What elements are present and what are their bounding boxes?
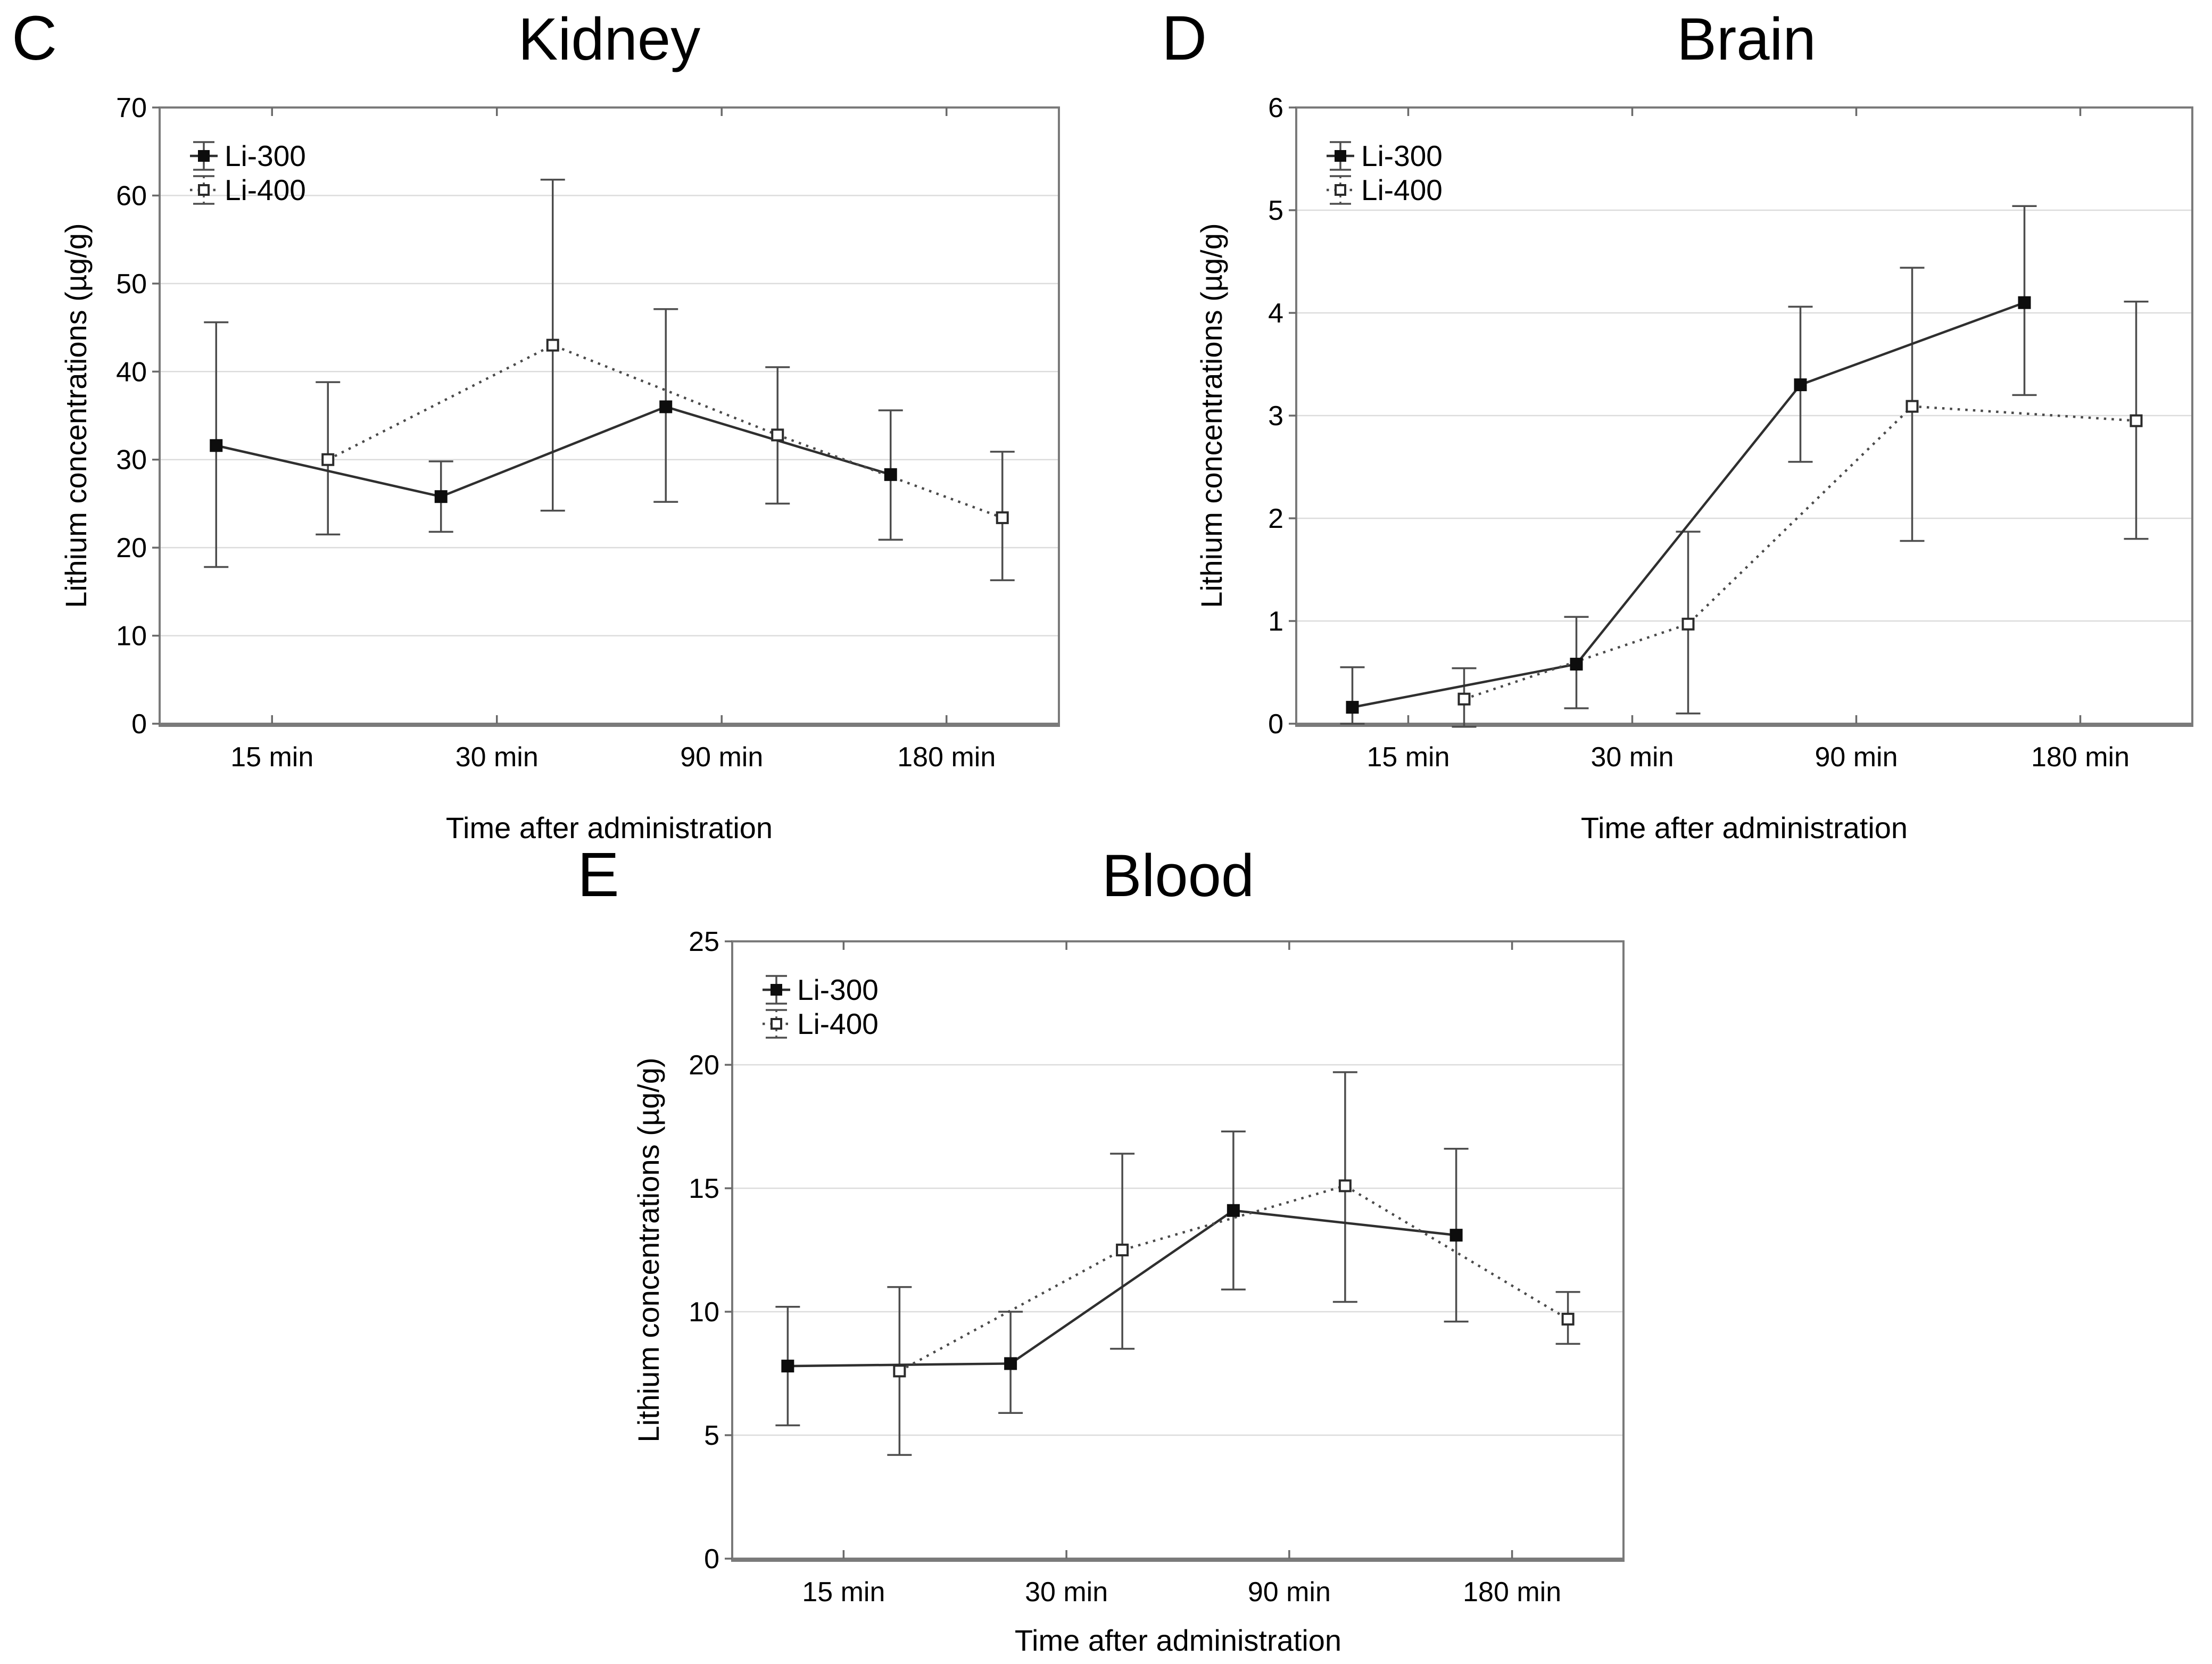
y-tick-label: 5: [1268, 195, 1283, 226]
data-point-li400: [1116, 1244, 1129, 1256]
y-axis-label: Lithium concentrations (µg/g): [59, 223, 93, 608]
panel-brain: D Brain Lithium concentrations (µg/g) Ti…: [1162, 3, 2193, 845]
legend-marker-filled-square-icon: [771, 984, 782, 996]
data-point-li300: [781, 1360, 794, 1373]
y-tick-label: 2: [1268, 503, 1283, 534]
data-point-li400: [1338, 1179, 1352, 1193]
x-axis-label: Time after administration: [1581, 811, 1908, 845]
legend-label-li300: Li-300: [797, 973, 879, 1006]
x-tick-label: 30 min: [455, 742, 538, 773]
plot-area: 0 10 20 30 40 50 60 70 15 min 30 min 90 min 180 min: [116, 93, 1060, 773]
legend-marker-filled-square-icon: [198, 150, 210, 162]
legend-marker-open-square-icon: [198, 184, 210, 196]
y-tick-label: 50: [116, 269, 147, 300]
panel-title: Brain: [1677, 6, 1816, 72]
x-tick-label: 30 min: [1590, 742, 1674, 773]
y-tick-label: 25: [689, 926, 719, 957]
legend-marker-filled-square-icon: [1335, 150, 1346, 162]
y-tick-label: 10: [116, 621, 147, 652]
y-tick-label: 0: [131, 709, 147, 740]
data-point-li300: [434, 490, 448, 503]
x-tick-label: 15 min: [230, 742, 313, 773]
y-tick-label: 3: [1268, 401, 1283, 432]
data-point-li400: [1561, 1312, 1575, 1326]
legend: [190, 141, 218, 205]
data-point-li400: [771, 428, 784, 442]
legend-label-li300: Li-300: [225, 139, 306, 172]
y-tick-label: 0: [704, 1544, 719, 1575]
y-tick-label: 0: [1268, 709, 1283, 740]
x-tick-label: 180 min: [1463, 1577, 1561, 1608]
series-line-li300: [1352, 301, 2025, 709]
y-tick-label: 60: [116, 180, 147, 211]
data-point-li400: [2130, 414, 2143, 427]
plot-area: 0 1 2 3 4 5 6 15 min 30 min 90 min 180 min: [1268, 93, 2193, 773]
plot-area: 0 5 10 15 20 25 15 min 30 min 90 min 180 min: [689, 926, 1625, 1608]
data-point-li300: [1794, 378, 1807, 392]
y-tick-label: 10: [689, 1297, 719, 1328]
data-point-li300: [884, 468, 897, 481]
data-point-li400: [321, 453, 335, 466]
y-tick-label: 20: [116, 533, 147, 564]
y-tick-label: 5: [704, 1420, 719, 1451]
y-tick-label: 40: [116, 357, 147, 387]
legend-label-li400: Li-400: [797, 1007, 879, 1040]
data-point-li300: [659, 400, 673, 413]
y-axis-label: Lithium concentrations (µg/g): [1195, 223, 1228, 608]
legend-marker-open-square-icon: [1335, 184, 1346, 196]
y-axis-label: Lithium concentrations (µg/g): [632, 1057, 665, 1442]
legend-label-li400: Li-400: [1361, 173, 1443, 206]
data-point-li400: [1457, 692, 1471, 706]
panel-title: Kidney: [518, 6, 700, 72]
y-tick-label: 15: [689, 1173, 719, 1204]
data-point-li300: [1004, 1357, 1017, 1370]
data-point-li400: [1681, 617, 1695, 631]
y-tick-label: 30: [116, 445, 147, 476]
legend: [763, 975, 790, 1039]
data-point-li400: [893, 1364, 906, 1378]
data-point-li300: [1449, 1229, 1463, 1242]
y-tick-label: 20: [689, 1050, 719, 1081]
x-tick-label: 180 min: [897, 742, 996, 773]
data-point-li300: [1346, 701, 1359, 714]
x-axis-label: Time after administration: [1015, 1624, 1341, 1657]
y-tick-label: 4: [1268, 298, 1283, 329]
y-tick-label: 6: [1268, 93, 1283, 123]
x-tick-label: 15 min: [802, 1577, 885, 1608]
data-point-li300: [1570, 658, 1583, 671]
x-tick-label: 90 min: [1815, 742, 1898, 773]
x-tick-label: 15 min: [1366, 742, 1449, 773]
data-point-li300: [1227, 1204, 1240, 1217]
x-tick-label: 90 min: [680, 742, 763, 773]
data-point-li400: [996, 511, 1009, 524]
x-tick-label: 90 min: [1248, 1577, 1331, 1608]
legend-label-li300: Li-300: [1361, 139, 1443, 172]
x-tick-label: 30 min: [1025, 1577, 1108, 1608]
legend: [1327, 141, 1354, 205]
panel-kidney: C Kidney Lithium concentrations (µg/g) T…: [12, 3, 1060, 845]
panel-letter: E: [577, 840, 619, 910]
y-tick-label: 70: [116, 93, 147, 123]
panel-blood: E Blood Lithium concentrations (µg/g) Ti…: [577, 840, 1625, 1657]
data-point-li300: [2018, 296, 2031, 309]
x-tick-label: 180 min: [2031, 742, 2130, 773]
panel-letter: D: [1162, 3, 1207, 73]
data-point-li400: [546, 338, 559, 352]
panel-title: Blood: [1102, 842, 1254, 909]
data-point-li300: [210, 439, 223, 452]
x-axis-label: Time after administration: [446, 811, 773, 845]
y-tick-label: 1: [1268, 606, 1283, 637]
data-point-li400: [1906, 400, 1919, 413]
legend-marker-open-square-icon: [771, 1018, 782, 1030]
panel-letter: C: [12, 3, 57, 73]
legend-label-li400: Li-400: [225, 173, 306, 206]
